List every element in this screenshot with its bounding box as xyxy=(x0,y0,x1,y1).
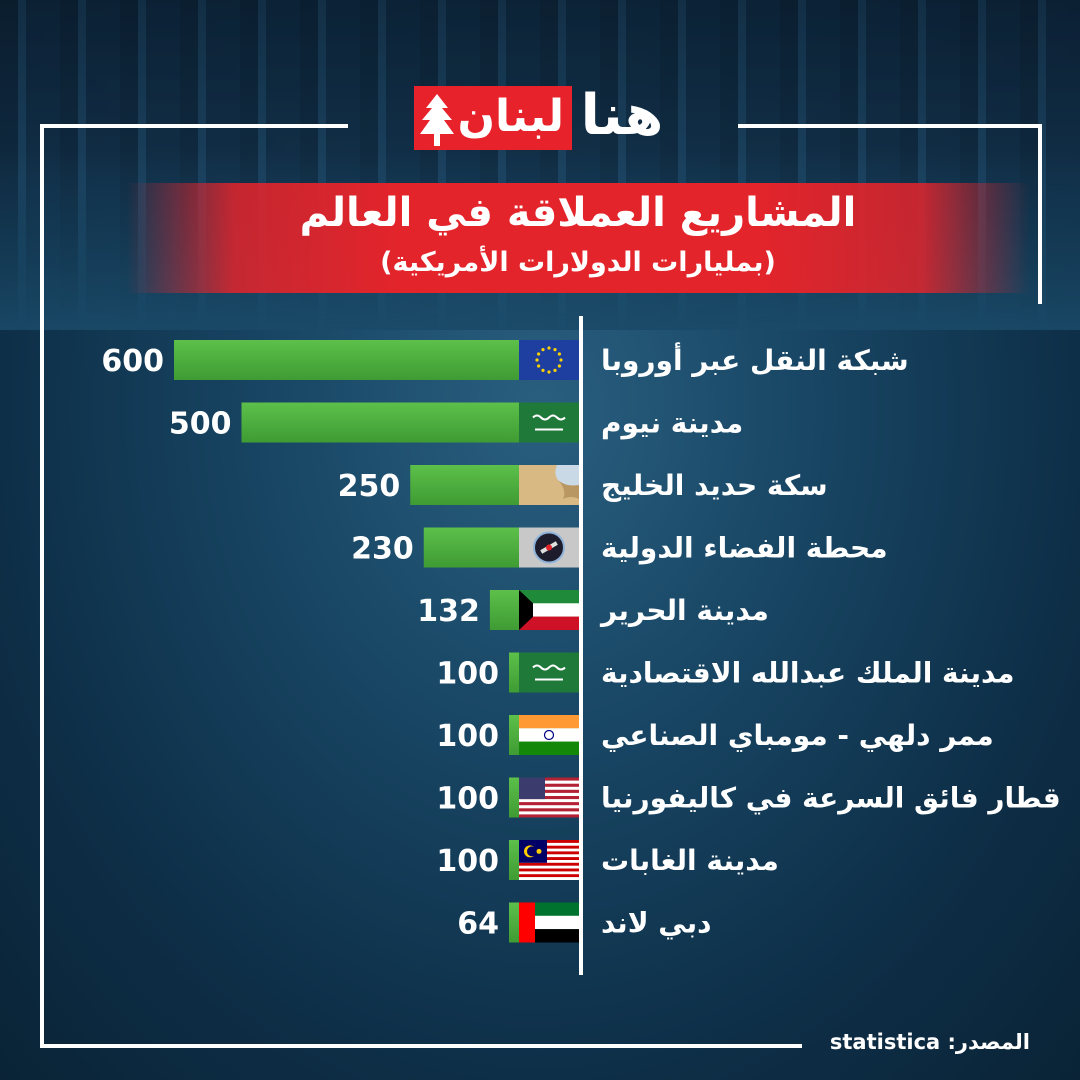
bar-value-label: 250 xyxy=(338,469,401,504)
space-station-icon xyxy=(518,526,580,569)
frame-top-left-line xyxy=(40,124,348,128)
bars-group: 600 شبكة النقل عبر أوروبا 500 مدينة نيوم 250… xyxy=(101,340,1061,943)
category-label: مدينة نيوم xyxy=(601,407,743,440)
kuwait-flag-icon xyxy=(519,590,579,630)
category-label: شبكة النقل عبر أوروبا xyxy=(601,342,909,377)
bar-value-label: 230 xyxy=(351,532,414,567)
frame-top-right-line xyxy=(738,124,1042,128)
category-label: دبي لاند xyxy=(601,907,712,940)
category-label: قطار فائق السرعة في كاليفورنيا xyxy=(601,782,1061,815)
frame-bottom-line xyxy=(40,1044,802,1048)
gulf-map-icon xyxy=(519,465,579,505)
saudi-flag-icon xyxy=(518,401,580,444)
category-label: مدينة الملك عبدالله الاقتصادية xyxy=(601,657,1015,690)
brand-logo-text-lebanon: لبنان xyxy=(457,91,564,142)
category-label: محطة الفضاء الدولية xyxy=(601,532,888,565)
bar-value-label: 500 xyxy=(169,407,232,442)
saudi-flag-icon xyxy=(518,651,580,694)
bar-value-label: 132 xyxy=(417,594,480,629)
india-flag-icon xyxy=(518,714,580,756)
brand-logo-text-here: هنا xyxy=(580,83,664,148)
usa-flag-icon xyxy=(519,777,579,818)
eu-flag-icon xyxy=(519,340,579,380)
cedar-icon xyxy=(420,94,454,146)
malaysia-flag-icon xyxy=(519,840,579,880)
brand-logo-red-part: لبنان xyxy=(414,86,572,150)
bar-value-label: 100 xyxy=(436,844,499,879)
title-band xyxy=(126,183,1030,293)
brand-logo: لبنان هنا xyxy=(414,84,672,152)
page-title: المشاريع العملاقة في العالم xyxy=(299,190,857,236)
category-label: مدينة الغابات xyxy=(601,844,779,877)
category-label: ممر دلهي - مومباي الصناعي xyxy=(601,719,994,752)
source-note: المصدر: statistica xyxy=(829,1030,1030,1054)
page-subtitle: (بمليارات الدولارات الأمريكية) xyxy=(380,247,776,278)
category-label: سكة حديد الخليج xyxy=(601,469,828,502)
bar-value-label: 64 xyxy=(457,907,499,942)
frame-right-line xyxy=(1038,124,1042,304)
bar-0 xyxy=(174,340,579,380)
frame-left-line xyxy=(40,124,44,1048)
bar-value-label: 100 xyxy=(436,657,499,692)
category-label: مدينة الحرير xyxy=(599,594,769,627)
bar-value-label: 100 xyxy=(436,782,499,817)
uae-flag-icon xyxy=(519,902,579,943)
bar-value-label: 600 xyxy=(101,344,164,379)
bar-value-label: 100 xyxy=(436,719,499,754)
